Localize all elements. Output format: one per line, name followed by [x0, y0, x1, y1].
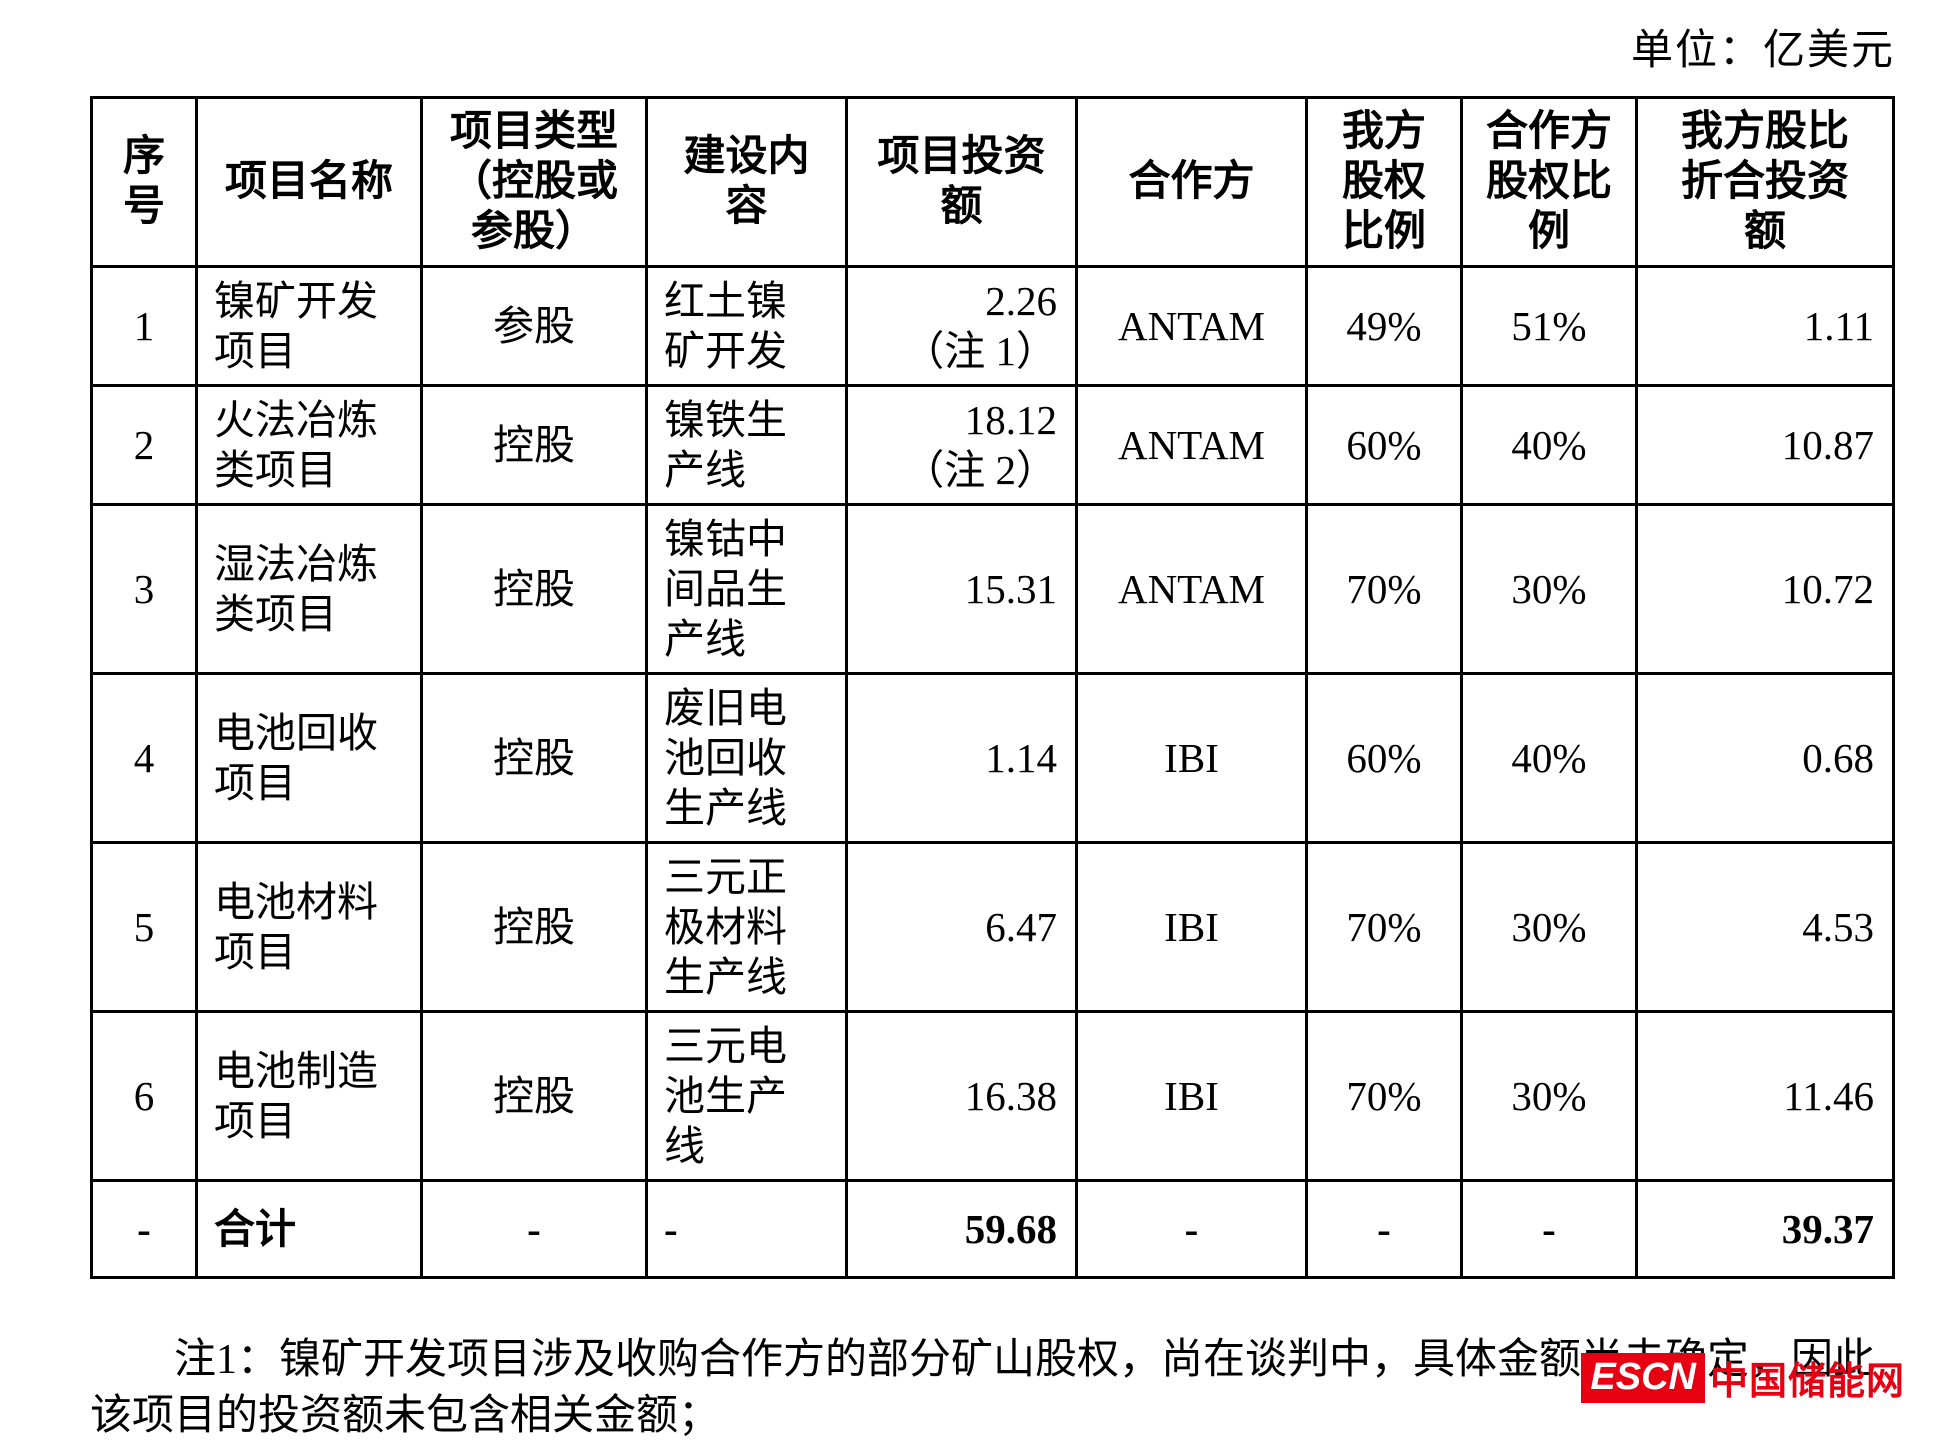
- cell-investment: 15.31: [845, 503, 1078, 675]
- cell-no: 3: [90, 503, 198, 675]
- cell-construction: 三元正 极材料 生产线: [645, 841, 848, 1013]
- cell-investment: 18.12 （注 2）: [845, 384, 1078, 506]
- cell-project-type: 控股: [420, 1010, 648, 1182]
- cell-converted-investment: 10.72: [1635, 503, 1895, 675]
- cell-construction: 三元电 池生产 线: [645, 1010, 848, 1182]
- cell-investment: 6.47: [845, 841, 1078, 1013]
- cell-partner-equity: -: [1460, 1179, 1638, 1279]
- cell-our-equity: 49%: [1305, 265, 1463, 387]
- header-no: 序 号: [90, 96, 198, 268]
- header-project-name: 项目名称: [195, 96, 423, 268]
- cell-no: 1: [90, 265, 198, 387]
- header-partner: 合作方: [1075, 96, 1308, 268]
- cell-project-name: 电池制造 项目: [195, 1010, 423, 1182]
- cell-construction: 废旧电 池回收 生产线: [645, 672, 848, 844]
- escn-logo: ESCN 中国储能网: [1581, 1350, 1905, 1405]
- cell-partner: ANTAM: [1075, 503, 1308, 675]
- cell-converted-investment: 1.11: [1635, 265, 1895, 387]
- cell-project-type: -: [420, 1179, 648, 1279]
- projects-table: 序 号 项目名称 项目类型 （控股或 参股） 建设内 容 项目投资 额 合作方 …: [90, 96, 1895, 1279]
- table-row: 2 火法冶炼 类项目 控股 镍铁生 产线 18.12 （注 2） ANTAM 6…: [90, 384, 1895, 506]
- cell-construction: 镍铁生 产线: [645, 384, 848, 506]
- cell-partner-equity: 30%: [1460, 841, 1638, 1013]
- header-converted-investment: 我方股比 折合投资 额: [1635, 96, 1895, 268]
- cell-project-type: 控股: [420, 384, 648, 506]
- cell-project-name: 电池回收 项目: [195, 672, 423, 844]
- cell-project-name: 湿法冶炼 类项目: [195, 503, 423, 675]
- cell-our-equity: 70%: [1305, 841, 1463, 1013]
- cell-construction: -: [645, 1179, 848, 1279]
- cell-converted-investment: 4.53: [1635, 841, 1895, 1013]
- escn-logo-text: 中国储能网: [1709, 1361, 1905, 1403]
- cell-no: 4: [90, 672, 198, 844]
- table-row: 6 电池制造 项目 控股 三元电 池生产 线 16.38 IBI 70% 30%…: [90, 1010, 1895, 1182]
- cell-project-name: 电池材料 项目: [195, 841, 423, 1013]
- table-header-row: 序 号 项目名称 项目类型 （控股或 参股） 建设内 容 项目投资 额 合作方 …: [90, 96, 1895, 268]
- cell-partner-equity: 30%: [1460, 1010, 1638, 1182]
- cell-partner-equity: 51%: [1460, 265, 1638, 387]
- cell-partner: IBI: [1075, 1010, 1308, 1182]
- header-project-type: 项目类型 （控股或 参股）: [420, 96, 648, 268]
- cell-no: 5: [90, 841, 198, 1013]
- cell-project-name: 火法冶炼 类项目: [195, 384, 423, 506]
- cell-partner-equity: 30%: [1460, 503, 1638, 675]
- cell-our-equity: -: [1305, 1179, 1463, 1279]
- cell-construction: 红土镍 矿开发: [645, 265, 848, 387]
- cell-investment: 59.68: [845, 1179, 1078, 1279]
- cell-project-name: 合计: [195, 1179, 423, 1279]
- cell-no: -: [90, 1179, 198, 1279]
- cell-project-name: 镍矿开发 项目: [195, 265, 423, 387]
- cell-partner: ANTAM: [1075, 384, 1308, 506]
- cell-converted-investment: 10.87: [1635, 384, 1895, 506]
- header-investment: 项目投资 额: [845, 96, 1078, 268]
- cell-partner: -: [1075, 1179, 1308, 1279]
- cell-converted-investment: 39.37: [1635, 1179, 1895, 1279]
- cell-construction: 镍钴中 间品生 产线: [645, 503, 848, 675]
- cell-our-equity: 70%: [1305, 503, 1463, 675]
- cell-no: 6: [90, 1010, 198, 1182]
- cell-our-equity: 70%: [1305, 1010, 1463, 1182]
- table-row: 1 镍矿开发 项目 参股 红土镍 矿开发 2.26 （注 1） ANTAM 49…: [90, 265, 1895, 387]
- cell-investment: 2.26 （注 1）: [845, 265, 1078, 387]
- cell-partner-equity: 40%: [1460, 384, 1638, 506]
- cell-our-equity: 60%: [1305, 384, 1463, 506]
- cell-project-type: 控股: [420, 841, 648, 1013]
- header-our-equity: 我方 股权 比例: [1305, 96, 1463, 268]
- cell-project-type: 控股: [420, 672, 648, 844]
- header-partner-equity: 合作方 股权比 例: [1460, 96, 1638, 268]
- cell-project-type: 控股: [420, 503, 648, 675]
- table-row: 4 电池回收 项目 控股 废旧电 池回收 生产线 1.14 IBI 60% 40…: [90, 672, 1895, 844]
- cell-converted-investment: 0.68: [1635, 672, 1895, 844]
- cell-no: 2: [90, 384, 198, 506]
- cell-partner-equity: 40%: [1460, 672, 1638, 844]
- cell-partner: IBI: [1075, 841, 1308, 1013]
- cell-investment: 1.14: [845, 672, 1078, 844]
- table-row: 5 电池材料 项目 控股 三元正 极材料 生产线 6.47 IBI 70% 30…: [90, 841, 1895, 1013]
- cell-converted-investment: 11.46: [1635, 1010, 1895, 1182]
- cell-project-type: 参股: [420, 265, 648, 387]
- cell-investment: 16.38: [845, 1010, 1078, 1182]
- cell-partner: ANTAM: [1075, 265, 1308, 387]
- cell-partner: IBI: [1075, 672, 1308, 844]
- table-row: 3 湿法冶炼 类项目 控股 镍钴中 间品生 产线 15.31 ANTAM 70%…: [90, 503, 1895, 675]
- table-total-row: - 合计 - - 59.68 - - - 39.37: [90, 1179, 1895, 1279]
- cell-our-equity: 60%: [1305, 672, 1463, 844]
- escn-logo-mark: ESCN: [1581, 1352, 1705, 1403]
- unit-label: 单位：亿美元: [1630, 28, 1895, 74]
- header-construction: 建设内 容: [645, 96, 848, 268]
